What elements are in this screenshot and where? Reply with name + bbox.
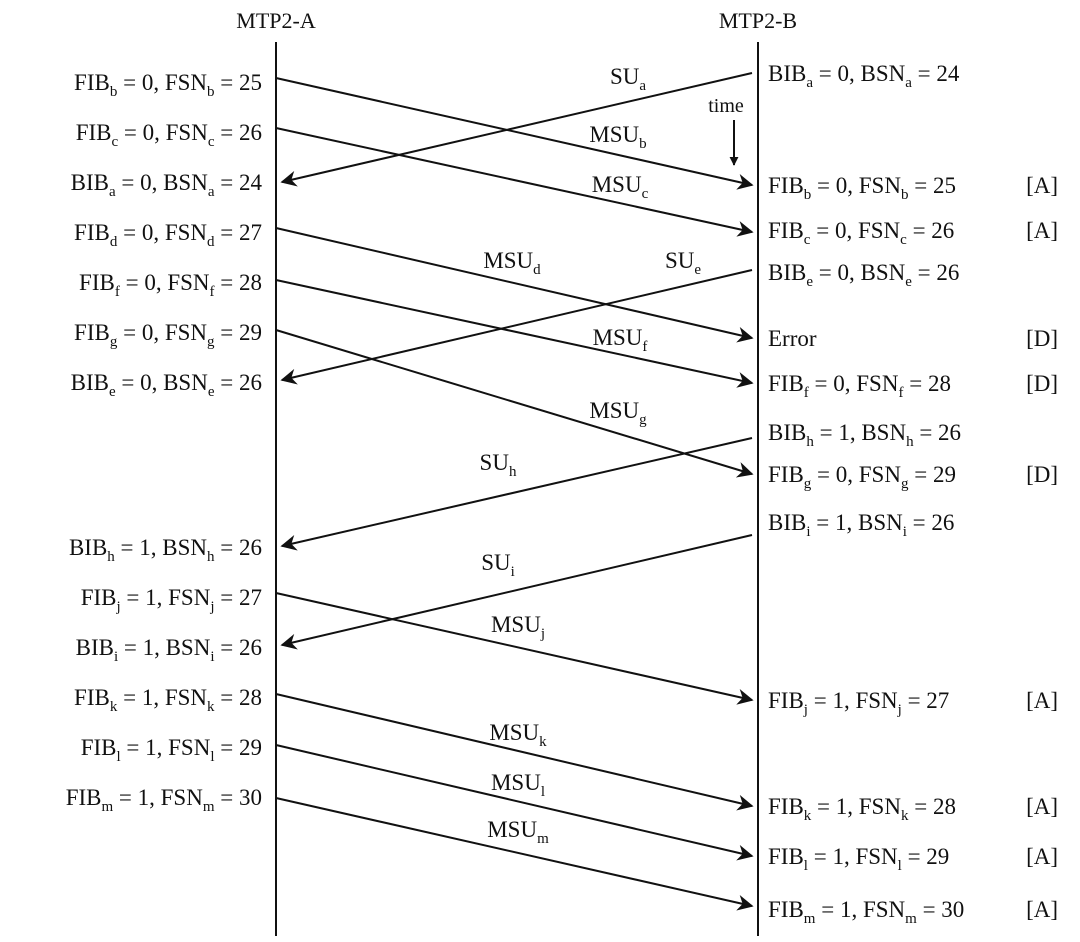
message-label: MSUl: [491, 770, 545, 800]
message-label: MSUj: [491, 612, 545, 642]
right-label: FIBm = 1, FSNm = 30: [768, 897, 964, 927]
right-label: FIBl = 1, FSNl = 29: [768, 844, 949, 874]
left-label: FIBc = 0, FSNc = 26: [76, 120, 262, 150]
message-arrow: [275, 279, 754, 388]
right-label-tag: [A]: [1026, 688, 1058, 713]
right-label-tag: [A]: [1026, 794, 1058, 819]
message-label: MSUf: [593, 325, 648, 355]
right-label: BIBh = 1, BSNh = 26: [768, 420, 961, 450]
left-label: FIBk = 1, FSNk = 28: [74, 685, 262, 715]
message-label: SUa: [610, 64, 646, 94]
right-label: FIBg = 0, FSNg = 29: [768, 462, 956, 492]
left-label: FIBm = 1, FSNm = 30: [66, 785, 262, 815]
message-arrows: SUa MSUb MSUc MSUd SUe MSUf MSUg SUh SUi MSUj MSUk…: [275, 64, 754, 911]
message-label: MSUc: [592, 172, 649, 202]
message-arrow: [280, 437, 753, 551]
left-label: FIBf = 0, FSNf = 28: [79, 270, 262, 300]
right-state-labels: BIBa = 0, BSNa = 24 FIBb = 0, FSNb = 25 [A…: [768, 61, 1058, 927]
right-label: FIBk = 1, FSNk = 28: [768, 794, 956, 824]
right-label: Error: [768, 326, 817, 351]
left-label: FIBd = 0, FSNd = 27: [74, 220, 262, 250]
right-label: FIBc = 0, FSNc = 26: [768, 218, 954, 248]
message-label: MSUb: [589, 122, 646, 152]
right-label: FIBf = 0, FSNf = 28: [768, 371, 951, 401]
message-arrow: [275, 744, 754, 861]
message-label: MSUd: [483, 248, 541, 278]
left-label: BIBh = 1, BSNh = 26: [69, 535, 262, 565]
left-state-labels: FIBb = 0, FSNb = 25 FIBc = 0, FSNc = 26 BI…: [66, 70, 263, 815]
message-arrow: [275, 693, 754, 811]
right-label-tag: [A]: [1026, 844, 1058, 869]
right-label-tag: [A]: [1026, 897, 1058, 922]
message-arrow: [275, 797, 754, 911]
message-label: SUe: [665, 248, 701, 278]
left-label: BIBa = 0, BSNa = 24: [71, 170, 263, 200]
message-arrow: [275, 329, 754, 478]
right-label: FIBj = 1, FSNj = 27: [768, 688, 949, 718]
left-label: FIBl = 1, FSNl = 29: [81, 735, 262, 765]
right-label: BIBa = 0, BSNa = 24: [768, 61, 960, 91]
message-arrow: [280, 534, 753, 650]
message-arrow: [275, 227, 754, 343]
right-label-tag: [D]: [1026, 326, 1058, 351]
message-label: MSUk: [489, 720, 547, 750]
right-label-tag: [A]: [1026, 218, 1058, 243]
left-label: FIBb = 0, FSNb = 25: [74, 70, 262, 100]
left-label: BIBi = 1, BSNi = 26: [76, 635, 262, 665]
time-label: time: [708, 95, 744, 117]
message-label: SUi: [481, 550, 515, 580]
message-arrow: [280, 72, 753, 187]
message-arrow: [275, 127, 754, 237]
message-label: MSUm: [487, 817, 549, 847]
right-label-tag: [A]: [1026, 173, 1058, 198]
right-label: FIBb = 0, FSNb = 25: [768, 173, 956, 203]
message-arrow: [275, 592, 754, 705]
right-label-tag: [D]: [1026, 371, 1058, 396]
lifeline-b-title: MTP2-B: [719, 8, 797, 33]
message-arrow: [280, 269, 753, 385]
left-label: FIBg = 0, FSNg = 29: [74, 320, 262, 350]
message-arrow: [275, 77, 754, 190]
right-label: BIBi = 1, BSNi = 26: [768, 510, 954, 540]
message-label: SUh: [480, 450, 517, 480]
right-label: BIBe = 0, BSNe = 26: [768, 260, 959, 290]
lifeline-a-title: MTP2-A: [236, 8, 316, 33]
right-label-tag: [D]: [1026, 462, 1058, 487]
left-label: BIBe = 0, BSNe = 26: [71, 370, 262, 400]
left-label: FIBj = 1, FSNj = 27: [81, 585, 262, 615]
message-label: MSUg: [589, 398, 647, 428]
